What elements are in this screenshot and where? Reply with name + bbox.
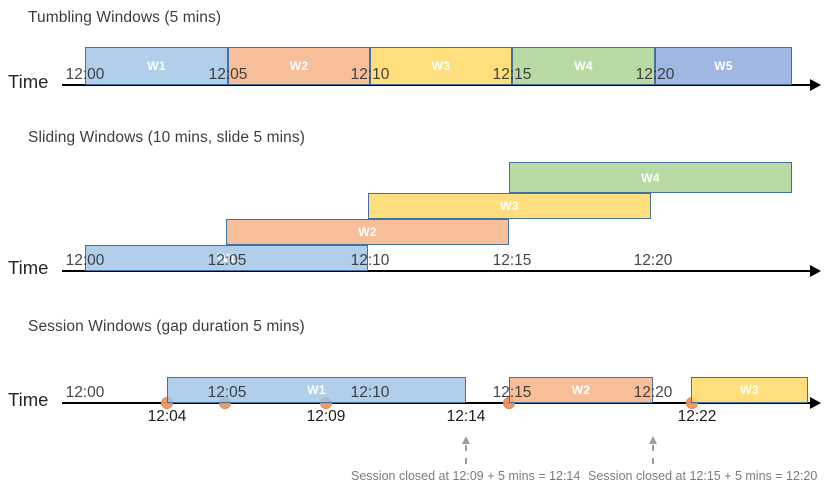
session-tick: 12:05: [207, 384, 247, 401]
session-window-w1-label: W1: [307, 383, 326, 397]
session-closed-caption: Session closed at 12:09 + 5 mins = 12:14: [351, 469, 581, 483]
tumbling-window-w4-label: W4: [574, 59, 593, 73]
tumbling-tick: 12:00: [65, 66, 105, 83]
event-time-label: 12:14: [446, 408, 486, 425]
sliding-time-axis: [62, 270, 812, 272]
session-closed-dashed-line: [652, 445, 654, 464]
tumbling-window-w2-label: W2: [289, 59, 309, 73]
sliding-window-w3-label: W3: [500, 199, 519, 213]
session-tick: 12:15: [492, 384, 532, 401]
session-window-w2: W2: [509, 377, 653, 403]
tumbling-tick: 12:10: [350, 66, 390, 83]
session-tick: 12:20: [633, 384, 673, 401]
session-tick: 12:10: [350, 384, 390, 401]
session-time-axis: [62, 402, 812, 404]
event-time-label: 12:09: [306, 408, 346, 425]
sliding-tick: 12:00: [65, 252, 105, 269]
tumbling-tick: 12:05: [208, 66, 248, 83]
session-time-axis-label: Time: [8, 389, 49, 410]
tumbling-axis-arrowhead-icon: [810, 79, 821, 91]
tumbling-title: Tumbling Windows (5 mins): [28, 9, 222, 26]
tumbling-tick: 12:20: [635, 66, 675, 83]
session-tick: 12:00: [65, 384, 105, 401]
sliding-window-w2: W2: [226, 219, 509, 245]
tumbling-window-w1-label: W1: [147, 59, 166, 73]
session-axis-arrowhead-icon: [810, 397, 821, 409]
session-title: Session Windows (gap duration 5 mins): [28, 318, 305, 335]
tumbling-time-axis: [62, 84, 812, 86]
tumbling-window-w5-label: W5: [714, 59, 733, 73]
tumbling-time-axis-label: Time: [8, 71, 49, 92]
tumbling-window-w2: W2: [228, 47, 370, 85]
tumbling-tick: 12:15: [492, 66, 532, 83]
sliding-window-w1: W1: [85, 245, 368, 271]
sliding-tick: 12:20: [633, 252, 673, 269]
sliding-tick: 12:10: [350, 252, 390, 269]
sliding-title: Sliding Windows (10 mins, slide 5 mins): [28, 129, 305, 146]
sliding-window-w4: W4: [509, 162, 792, 193]
tumbling-window-w5: W5: [655, 47, 792, 85]
sliding-window-w3: W3: [368, 193, 651, 219]
session-window-w3: W3: [691, 377, 808, 403]
sliding-window-w2-label: W2: [358, 225, 377, 239]
session-window-w1: W1: [167, 377, 466, 403]
sliding-tick: 12:05: [207, 252, 247, 269]
sliding-time-axis-label: Time: [8, 257, 49, 278]
session-closed-arrowhead-icon: [462, 436, 470, 444]
event-time-label: 12:04: [147, 408, 187, 425]
session-closed-caption: Session closed at 12:15 + 5 mins = 12:20: [588, 469, 818, 483]
event-time-label: 12:22: [677, 408, 717, 425]
tumbling-window-w1: W1: [85, 47, 228, 85]
session-closed-arrowhead-icon: [649, 436, 657, 444]
tumbling-window-w3: W3: [370, 47, 512, 85]
tumbling-window-w4: W4: [512, 47, 655, 85]
sliding-tick: 12:15: [492, 252, 532, 269]
sliding-window-w1-label: W1: [217, 251, 236, 265]
session-window-w3-label: W3: [740, 383, 759, 397]
session-window-w2-label: W2: [571, 383, 591, 397]
sliding-window-w4-label: W4: [641, 170, 660, 185]
sliding-axis-arrowhead-icon: [810, 265, 821, 277]
session-closed-dashed-line: [465, 445, 467, 464]
tumbling-window-w3-label: W3: [431, 59, 451, 73]
